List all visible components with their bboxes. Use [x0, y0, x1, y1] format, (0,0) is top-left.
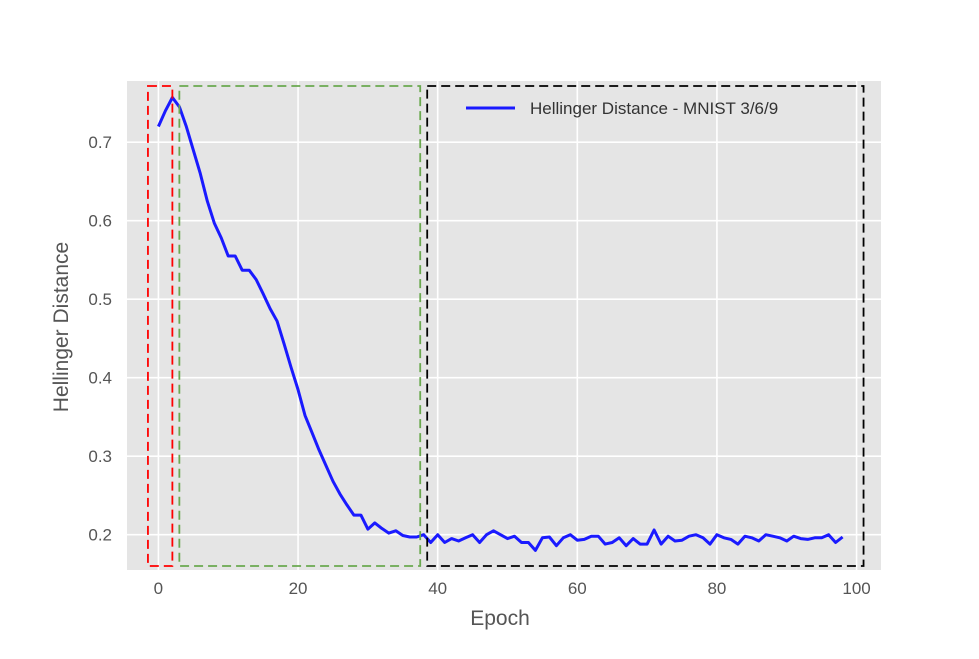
plot-background: [127, 81, 881, 570]
dashed-region-box-2: [426, 85, 865, 567]
y-tick-label: 0.2: [88, 526, 112, 545]
x-tick-label: 40: [428, 579, 447, 598]
x-tick-label: 0: [154, 579, 163, 598]
y-tick-label: 0.4: [88, 369, 112, 388]
x-tick-label: 100: [842, 579, 870, 598]
y-tick-label: 0.3: [88, 447, 112, 466]
y-tick-label: 0.7: [88, 133, 112, 152]
x-tick-label: 80: [707, 579, 726, 598]
series-layer: [157, 96, 844, 552]
x-tick-label: 20: [289, 579, 308, 598]
series-line-0: [157, 96, 844, 552]
tick-layer: 0 20 40 60 80 100 0.2 0.3 0.4 0.5 0.6 0.7: [88, 133, 870, 598]
x-tick-label: 60: [568, 579, 587, 598]
x-axis-label: Epoch: [470, 607, 530, 630]
annotation-layer: [147, 85, 865, 567]
y-tick-label: 0.6: [88, 212, 112, 231]
dashed-region-box-1: [178, 85, 422, 567]
y-tick-label: 0.5: [88, 290, 112, 309]
legend-label: Hellinger Distance - MNIST 3/6/9: [530, 99, 778, 118]
y-axis-label: Hellinger Distance: [50, 242, 73, 412]
grid-layer: [127, 81, 881, 570]
legend: Hellinger Distance - MNIST 3/6/9: [466, 99, 778, 118]
